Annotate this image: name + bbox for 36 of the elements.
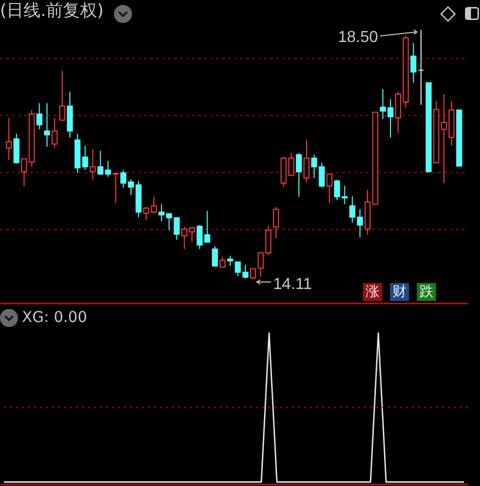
candlestick (258, 251, 264, 278)
candlestick (395, 91, 402, 134)
candlestick (220, 256, 226, 268)
candlestick (6, 117, 12, 160)
candlestick (410, 42, 416, 84)
candlestick (204, 210, 210, 243)
candlestick (36, 102, 42, 130)
chart-title: (日线.前复权) (0, 0, 104, 21)
candlestick (174, 216, 180, 240)
candlestick (150, 196, 157, 214)
tag-button: 财 (390, 283, 409, 301)
candlestick (272, 206, 279, 239)
candlestick (59, 70, 66, 122)
candlestick (288, 152, 294, 176)
annotation: 18.50 (338, 29, 378, 46)
candlestick (212, 246, 218, 266)
candlestick (418, 30, 424, 106)
tag-button: 涨 (363, 283, 382, 301)
candlestick (326, 174, 332, 204)
tag-button: 跌 (417, 283, 436, 301)
candlestick (296, 152, 302, 198)
candlestick (143, 206, 150, 221)
candlestick (304, 140, 310, 183)
candlestick (196, 224, 203, 250)
chart-title: XG: 0.00 (22, 308, 88, 326)
candlestick (227, 255, 234, 266)
annotation: 14.11 (273, 276, 312, 293)
candlestick (52, 117, 58, 148)
candlestick (265, 226, 272, 256)
candlestick (112, 172, 119, 204)
candlestick (250, 268, 256, 280)
candlestick (318, 162, 325, 188)
candlestick (311, 154, 318, 179)
candlestick (90, 148, 96, 180)
candlestick (44, 102, 50, 148)
candlestick (13, 133, 20, 164)
